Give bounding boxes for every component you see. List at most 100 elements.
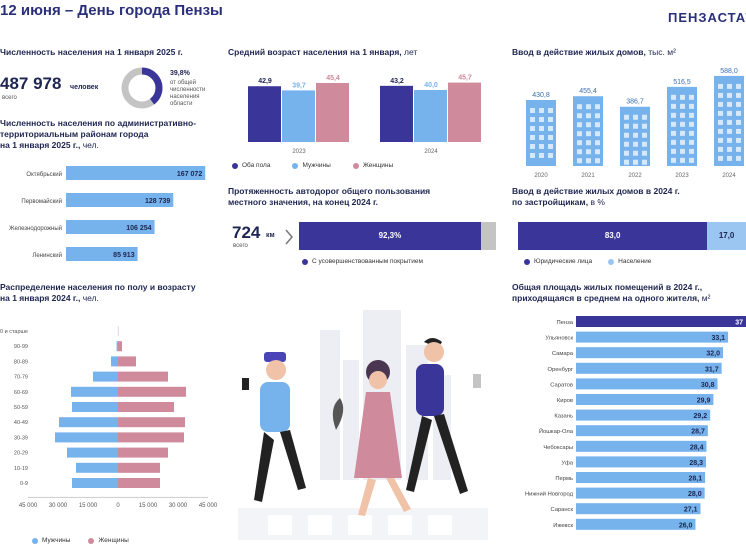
housing-window xyxy=(624,123,629,129)
living-value-label: 37 xyxy=(735,320,743,327)
age-bar xyxy=(316,82,349,142)
population-unit: человек xyxy=(70,84,99,91)
housing-window xyxy=(736,110,741,116)
housing-window xyxy=(727,137,732,143)
population-share-pct: 39,8% xyxy=(170,70,190,77)
pyramid-women-bar xyxy=(118,341,122,352)
housing-window xyxy=(727,146,732,152)
district-bar xyxy=(66,220,155,234)
housing-window xyxy=(680,157,685,163)
housing-window xyxy=(530,107,535,113)
living-city-label: Оренбург xyxy=(547,367,573,373)
district-value-label: 128 739 xyxy=(145,198,170,205)
legend-population: Население xyxy=(608,258,651,265)
legend-population-dot xyxy=(608,258,615,265)
housing-window xyxy=(642,159,647,165)
housing-window xyxy=(530,125,535,131)
housing-window xyxy=(595,131,600,137)
living-city-label: Саранск xyxy=(550,507,573,513)
pensastat-logo: ПЕНЗАСТАТ xyxy=(668,10,746,25)
living-city-label: Нижний Новгород xyxy=(525,491,574,498)
legend-pyr-women: Женщины xyxy=(88,537,129,544)
housing-window xyxy=(689,94,694,100)
housing-window xyxy=(680,121,685,127)
leaf-decoration xyxy=(332,398,344,430)
housing-window xyxy=(671,148,676,154)
housing-window xyxy=(718,92,723,98)
housing-window xyxy=(530,134,535,140)
living-value-label: 27,1 xyxy=(684,507,698,514)
living-area-bar-chart: Пенза 37 Ульяновск 33,1 Самара 32,0 Оренбург 31… xyxy=(525,316,746,530)
district-label: Октябрьский xyxy=(26,171,62,178)
housing-window xyxy=(718,110,723,116)
pyramid-age-label: 90-99 xyxy=(14,344,28,350)
pyramid-tick-label: 15 000 xyxy=(139,503,158,509)
housing-window xyxy=(577,113,582,119)
developers-pop-label: 17,0 xyxy=(718,231,735,240)
living-area-heading: Общая площадь жилых помещений в 2024 г.,… xyxy=(512,282,711,303)
pyramid-age-label: 50-59 xyxy=(14,405,28,411)
housing-window xyxy=(548,116,553,122)
living-bar xyxy=(576,331,729,343)
housing-window xyxy=(595,149,600,155)
roads-value: 724 xyxy=(232,223,261,242)
pyramid-women-bar xyxy=(118,386,186,397)
living-value-label: 28,4 xyxy=(690,444,704,451)
living-city-label: Уфа xyxy=(561,460,573,466)
district-label: Железнодорожный xyxy=(9,225,62,232)
housing-window xyxy=(736,155,741,161)
districts-bar-chart: Октябрьский 167 072 Первомайский 128 739 Жел… xyxy=(9,166,206,261)
population-sub: всего xyxy=(2,95,17,101)
pyramid-legend: Мужчины Женщины xyxy=(32,537,129,544)
housing-window xyxy=(727,128,732,134)
housing-window xyxy=(642,123,647,129)
age-bar xyxy=(248,86,281,142)
living-city-label: Казань xyxy=(554,414,573,420)
developers-pop-bar: 17,0 xyxy=(707,222,746,250)
housing-building-chart: 430,8 2020 455,4 2021 386,7 2022 516,5 2023 588,… xyxy=(526,68,744,179)
legend-both-dot xyxy=(232,162,238,169)
districts-heading: Численность населения по административно… xyxy=(0,118,197,150)
living-value-label: 26,0 xyxy=(679,522,693,529)
housing-year-label: 2020 xyxy=(534,173,548,179)
living-city-label: Чебоксары xyxy=(543,445,573,451)
pyramid-tick-label: 45 000 xyxy=(19,503,38,509)
housing-window xyxy=(718,137,723,143)
housing-window xyxy=(624,132,629,138)
roads-unit: км xyxy=(266,232,275,239)
legend-men: Мужчины xyxy=(292,162,331,169)
legend-pyr-men: Мужчины xyxy=(32,537,70,544)
living-bar xyxy=(576,425,708,437)
housing-window xyxy=(727,83,732,89)
legend-both: Оба пола xyxy=(232,162,270,169)
housing-window xyxy=(548,152,553,158)
pyramid-men-bar xyxy=(55,432,118,443)
housing-window xyxy=(736,119,741,125)
pyramid-men-bar xyxy=(72,402,118,412)
housing-window xyxy=(671,103,676,109)
housing-window xyxy=(727,110,732,116)
housing-window xyxy=(671,130,676,136)
roads-pct-label: 92,3% xyxy=(378,231,402,240)
housing-window xyxy=(633,150,638,156)
district-value-label: 167 072 xyxy=(177,171,202,178)
legend-women: Женщины xyxy=(352,162,393,169)
pyramid-women-bar xyxy=(118,402,174,412)
housing-window xyxy=(586,131,591,137)
housing-window xyxy=(718,83,723,89)
housing-window xyxy=(689,139,694,145)
housing-window xyxy=(586,140,591,146)
pyramid-age-label: 70-79 xyxy=(14,375,28,381)
pyramid-men-bar xyxy=(72,478,118,488)
housing-window xyxy=(595,122,600,128)
housing-window xyxy=(680,112,685,118)
housing-window xyxy=(577,131,582,137)
legend-men-dot xyxy=(292,162,299,169)
housing-window xyxy=(633,159,638,165)
pyramid-tick-label: 30 000 xyxy=(169,503,188,509)
district-value-label: 106 254 xyxy=(126,225,151,232)
housing-window xyxy=(736,92,741,98)
housing-window xyxy=(530,143,535,149)
housing-window xyxy=(530,116,535,122)
housing-window xyxy=(727,155,732,161)
